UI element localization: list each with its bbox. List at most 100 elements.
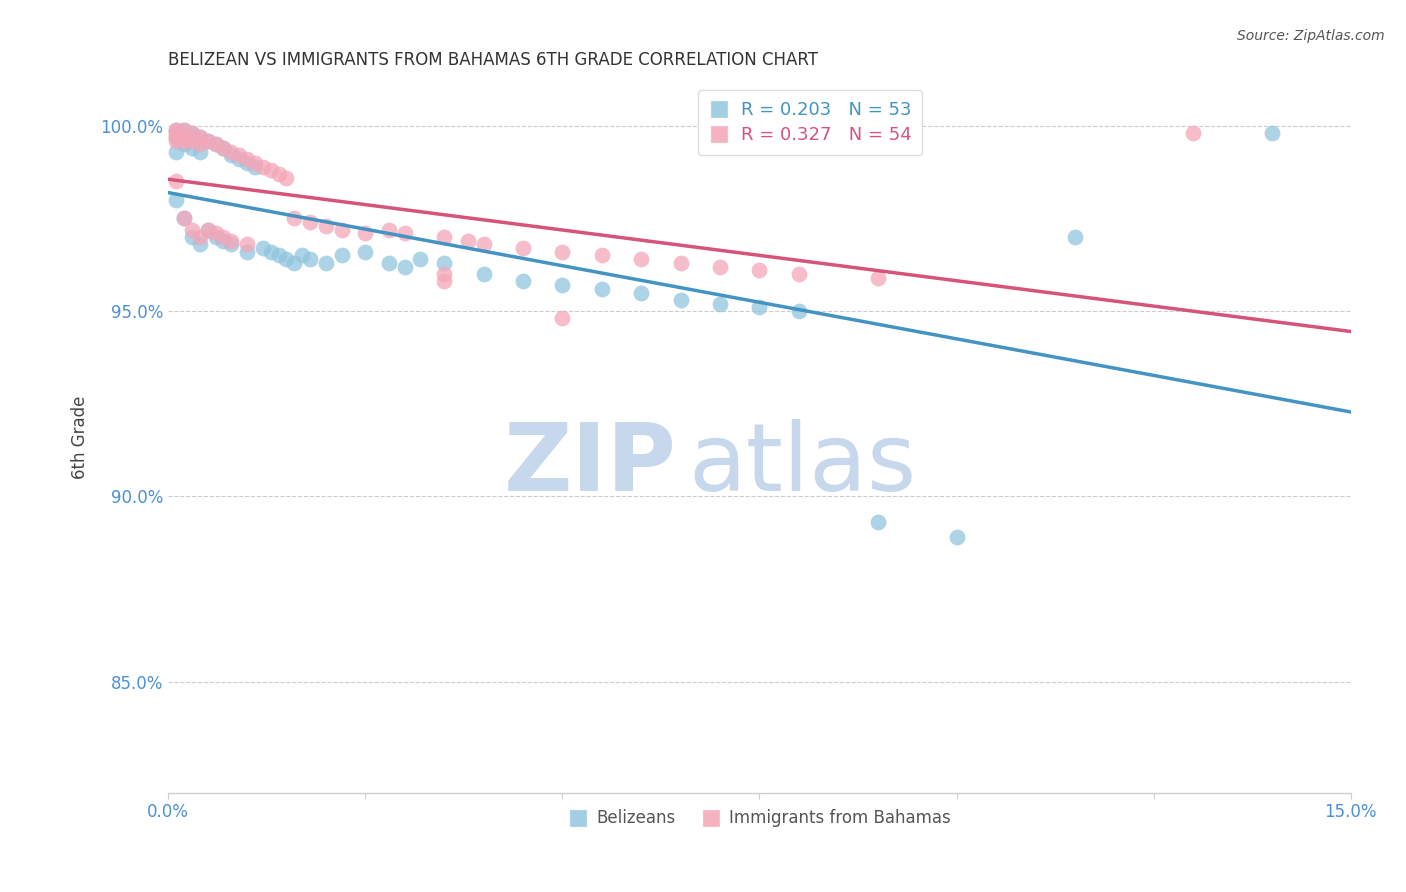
Point xyxy=(330,222,353,236)
Point xyxy=(551,311,574,326)
Point xyxy=(212,141,235,155)
Point xyxy=(630,285,652,300)
Point xyxy=(188,145,211,159)
Point xyxy=(180,126,202,140)
Point xyxy=(472,267,495,281)
Point xyxy=(173,134,195,148)
Point xyxy=(212,234,235,248)
Point xyxy=(180,141,202,155)
Point xyxy=(204,226,226,240)
Text: BELIZEAN VS IMMIGRANTS FROM BAHAMAS 6TH GRADE CORRELATION CHART: BELIZEAN VS IMMIGRANTS FROM BAHAMAS 6TH … xyxy=(169,51,818,69)
Point xyxy=(180,134,202,148)
Point xyxy=(630,252,652,267)
Text: atlas: atlas xyxy=(689,419,917,511)
Point xyxy=(276,170,298,185)
Point xyxy=(378,256,401,270)
Y-axis label: 6th Grade: 6th Grade xyxy=(72,395,89,479)
Point xyxy=(219,237,242,252)
Point xyxy=(204,137,226,152)
Point xyxy=(165,126,187,140)
Point xyxy=(188,230,211,244)
Point xyxy=(236,237,259,252)
Point xyxy=(551,278,574,293)
Point xyxy=(197,222,219,236)
Point xyxy=(252,160,274,174)
Point xyxy=(1182,126,1205,140)
Point xyxy=(291,248,314,262)
Point xyxy=(197,222,219,236)
Point xyxy=(591,282,613,296)
Point xyxy=(267,248,290,262)
Point xyxy=(260,163,283,178)
Point xyxy=(394,260,416,274)
Point xyxy=(472,237,495,252)
Point xyxy=(748,301,770,315)
Point xyxy=(283,211,305,226)
Point xyxy=(165,129,187,144)
Point xyxy=(709,296,731,310)
Point xyxy=(299,215,322,229)
Point xyxy=(945,530,967,544)
Text: Source: ZipAtlas.com: Source: ZipAtlas.com xyxy=(1237,29,1385,43)
Point xyxy=(669,293,692,307)
Point xyxy=(173,129,195,144)
Point xyxy=(173,211,195,226)
Point xyxy=(709,260,731,274)
Point xyxy=(243,156,266,170)
Point xyxy=(354,244,377,259)
Point xyxy=(512,241,534,255)
Point xyxy=(180,222,202,236)
Point xyxy=(188,237,211,252)
Point xyxy=(1261,126,1284,140)
Point xyxy=(188,129,211,144)
Point xyxy=(243,160,266,174)
Point xyxy=(173,122,195,136)
Point xyxy=(591,248,613,262)
Point xyxy=(165,129,187,144)
Point xyxy=(457,234,479,248)
Legend: Belizeans, Immigrants from Bahamas: Belizeans, Immigrants from Bahamas xyxy=(561,803,957,834)
Point xyxy=(315,256,337,270)
Point xyxy=(165,145,187,159)
Point xyxy=(866,515,889,529)
Point xyxy=(315,219,337,233)
Point xyxy=(433,267,456,281)
Point xyxy=(394,226,416,240)
Point xyxy=(212,230,235,244)
Point xyxy=(748,263,770,277)
Point xyxy=(204,230,226,244)
Point xyxy=(433,230,456,244)
Point xyxy=(267,167,290,181)
Point xyxy=(276,252,298,267)
Point xyxy=(197,134,219,148)
Point xyxy=(1063,230,1085,244)
Point xyxy=(236,152,259,166)
Point xyxy=(219,234,242,248)
Point xyxy=(180,126,202,140)
Point xyxy=(252,241,274,255)
Point xyxy=(354,226,377,240)
Point xyxy=(236,244,259,259)
Point xyxy=(512,274,534,288)
Point xyxy=(219,148,242,162)
Point xyxy=(260,244,283,259)
Point xyxy=(551,244,574,259)
Point xyxy=(433,274,456,288)
Point xyxy=(330,248,353,262)
Point xyxy=(409,252,432,267)
Point xyxy=(188,129,211,144)
Point xyxy=(283,256,305,270)
Point xyxy=(180,230,202,244)
Point xyxy=(165,193,187,207)
Point xyxy=(173,122,195,136)
Point xyxy=(787,267,810,281)
Point xyxy=(378,222,401,236)
Point xyxy=(433,256,456,270)
Point xyxy=(236,156,259,170)
Point xyxy=(219,145,242,159)
Point xyxy=(165,122,187,136)
Point xyxy=(173,211,195,226)
Point xyxy=(228,152,250,166)
Point xyxy=(165,134,187,148)
Point xyxy=(197,134,219,148)
